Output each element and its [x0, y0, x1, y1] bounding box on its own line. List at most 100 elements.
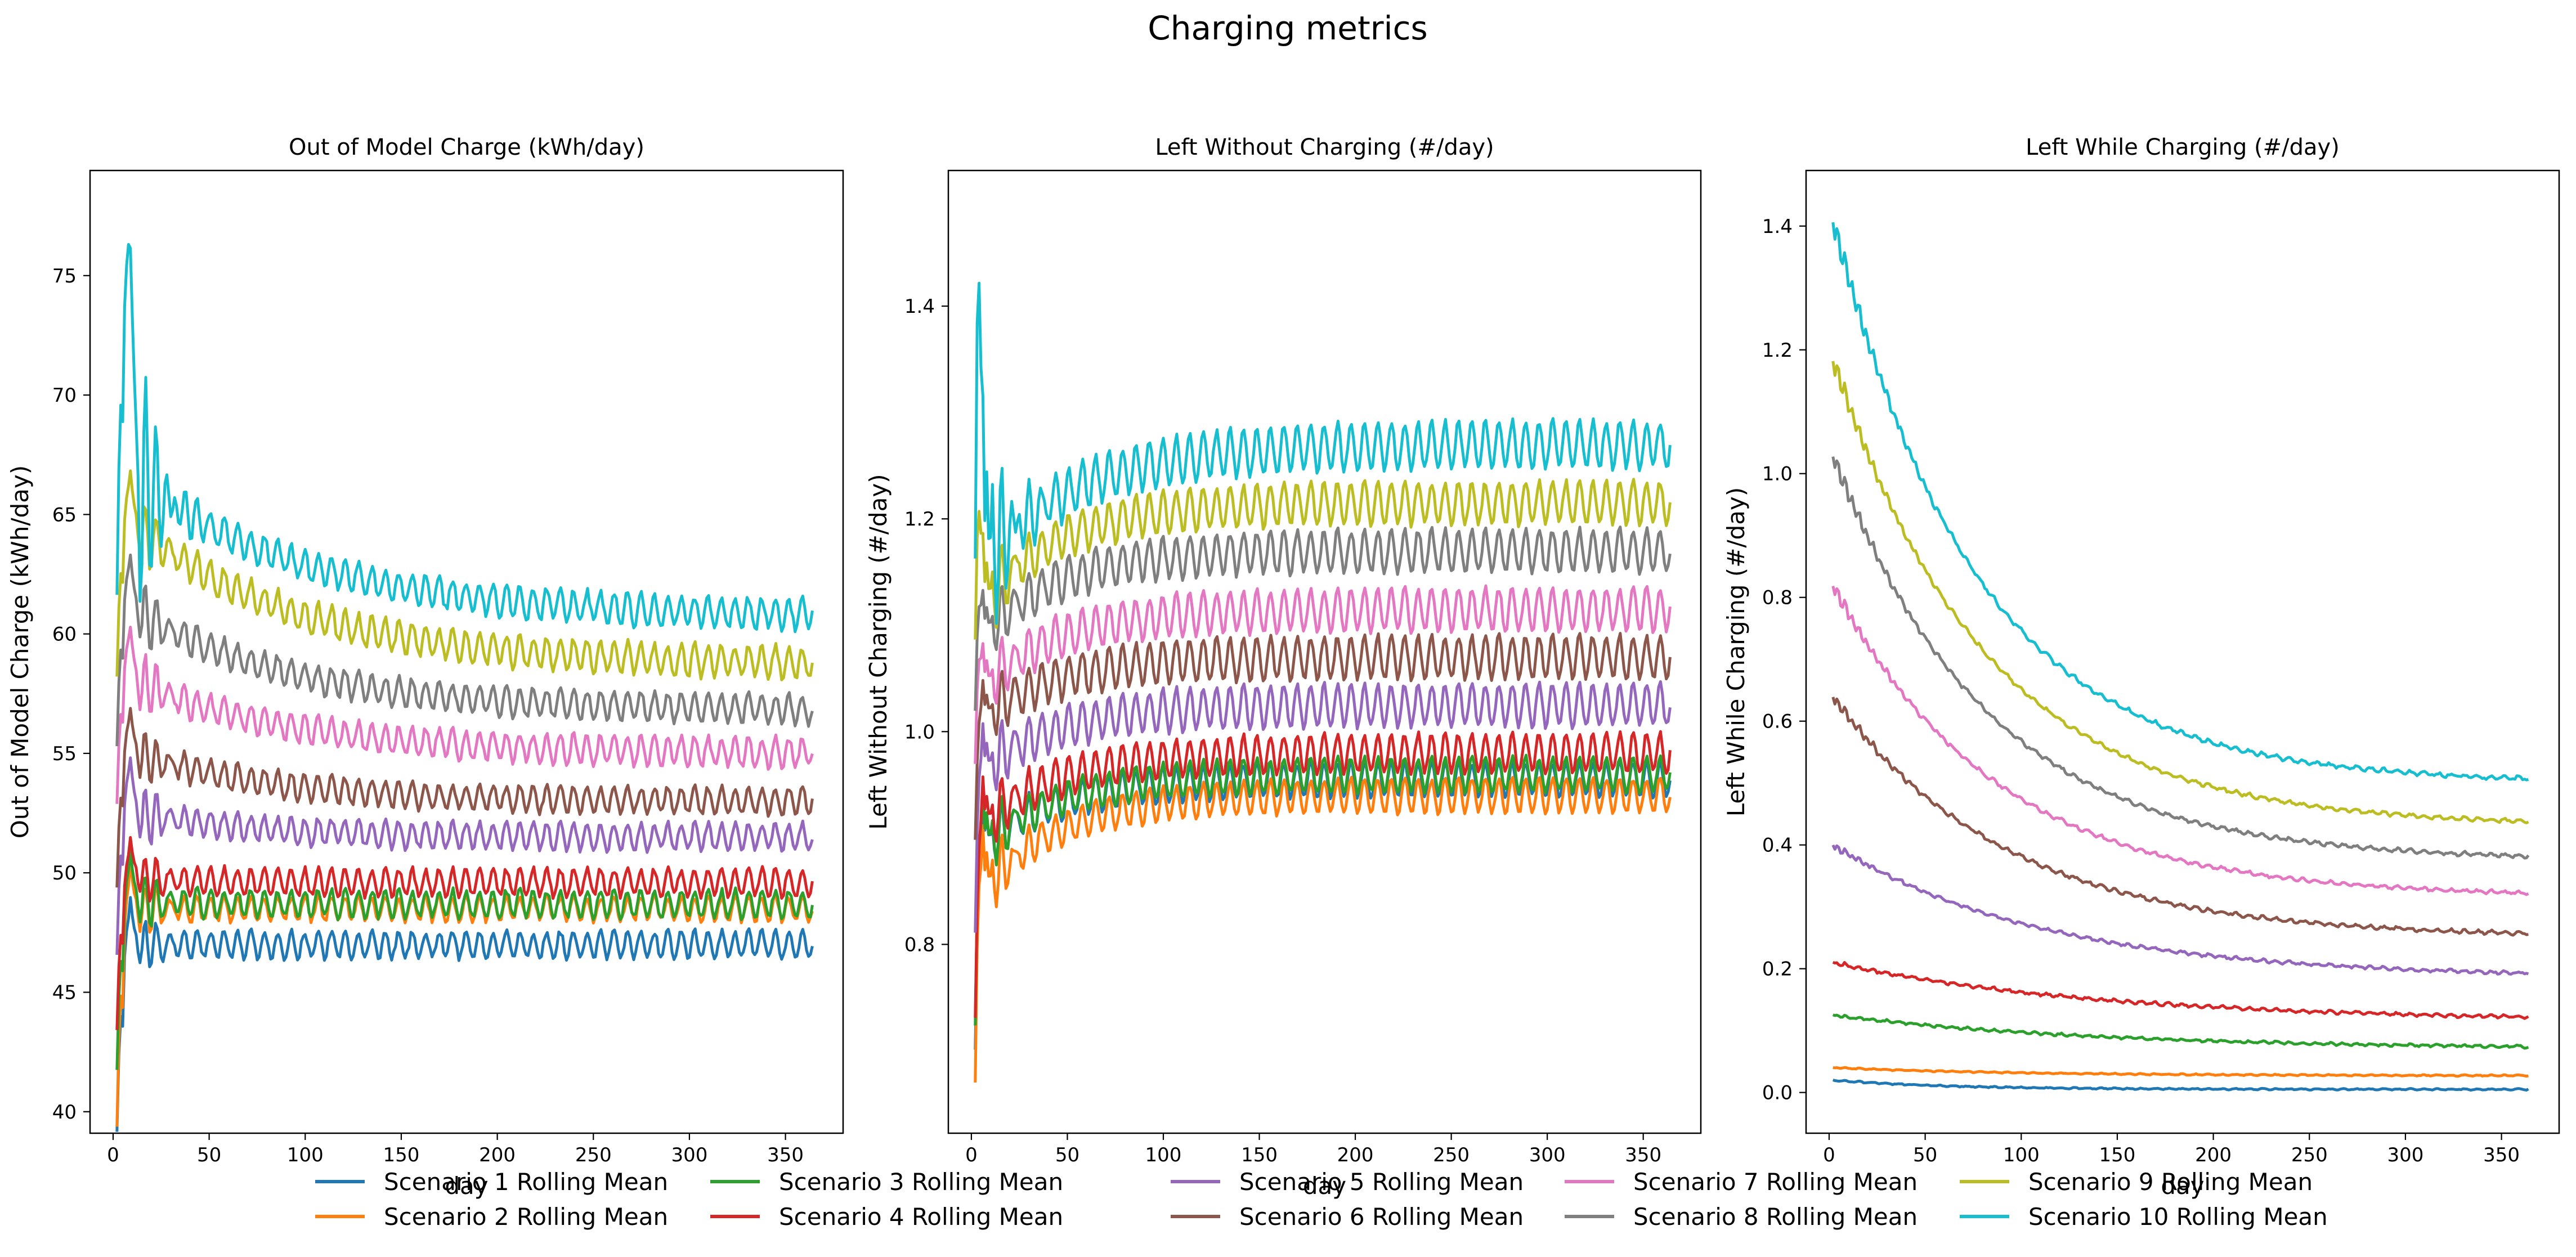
panel-title: Left While Charging (#/day) — [2026, 134, 2340, 160]
x-tick-label: 150 — [2099, 1144, 2135, 1166]
x-tick-label: 100 — [287, 1144, 324, 1166]
series-line-scenario-8 — [1831, 456, 2530, 860]
series-line-scenario-7 — [115, 626, 814, 804]
panel-2: 0 50 100 150 200 250 300 350 0.8 1.0 1.2 1.4 Left Wi… — [864, 134, 1702, 1200]
x-tick-label: 350 — [767, 1144, 804, 1166]
legend-item-scenario-4: Scenario 4 Rolling Mean — [710, 1203, 1063, 1231]
series-lines — [115, 243, 814, 1132]
x-tick-label: 350 — [2483, 1144, 2520, 1166]
y-tick-label: 1.2 — [1762, 339, 1793, 362]
x-tick-label: 300 — [1529, 1144, 1566, 1166]
series-line-scenario-4 — [974, 730, 1672, 1018]
series-line-scenario-1 — [115, 896, 814, 1132]
series-line-scenario-2 — [974, 775, 1672, 1083]
x-axis-label: day — [1303, 1172, 1346, 1200]
y-tick-label: 1.0 — [1762, 463, 1793, 486]
x-tick-label: 300 — [671, 1144, 707, 1166]
series-line-scenario-6 — [1831, 697, 2529, 937]
series-line-scenario-3 — [115, 849, 814, 1070]
legend-label: Scenario 1 Rolling Mean — [384, 1168, 668, 1196]
x-tick-label: 150 — [383, 1144, 419, 1166]
legend-item-scenario-5: Scenario 5 Rolling Mean — [1171, 1168, 1524, 1196]
y-tick-label: 0.6 — [1762, 711, 1793, 733]
y-tick-label: 40 — [52, 1101, 77, 1124]
y-tick-label: 65 — [52, 504, 77, 526]
legend-item-scenario-10: Scenario 10 Rolling Mean — [1960, 1203, 2328, 1231]
series-line-scenario-10 — [974, 281, 1672, 625]
series-line-scenario-10 — [115, 243, 814, 634]
series-line-scenario-6 — [115, 707, 814, 888]
y-tick-label: 1.2 — [904, 508, 935, 531]
y-tick-label: 1.4 — [1762, 216, 1793, 238]
series-line-scenario-9 — [115, 469, 814, 681]
x-tick-label: 100 — [1145, 1144, 1182, 1166]
y-tick-label: 55 — [52, 743, 77, 765]
legend-label: Scenario 7 Rolling Mean — [1633, 1168, 1918, 1196]
x-tick-label: 50 — [1055, 1144, 1079, 1166]
x-tick-label: 0 — [1823, 1144, 1835, 1166]
series-line-scenario-1 — [1832, 1078, 2529, 1092]
x-tick-label: 350 — [1625, 1144, 1661, 1166]
series-line-scenario-5 — [1831, 844, 2529, 976]
y-tick-label: 1.4 — [904, 295, 935, 318]
y-tick-label: 50 — [52, 862, 77, 885]
x-axis-label: day — [2161, 1172, 2204, 1200]
y-tick-label: 75 — [52, 265, 77, 288]
y-axis-label: Out of Model Charge (kWh/day) — [6, 465, 34, 839]
legend-label: Scenario 6 Rolling Mean — [1239, 1203, 1524, 1231]
x-tick-label: 0 — [107, 1144, 119, 1166]
series-line-scenario-10 — [1831, 222, 2529, 782]
y-axis-label: Left Without Charging (#/day) — [864, 474, 892, 829]
series-lines — [974, 281, 1672, 1083]
y-tick-label: 0.2 — [1762, 958, 1793, 981]
y-tick-label: 0.4 — [1762, 834, 1793, 857]
legend-label: Scenario 4 Rolling Mean — [779, 1203, 1063, 1231]
axes-frame — [89, 169, 844, 1134]
legend-item-scenario-7: Scenario 7 Rolling Mean — [1565, 1168, 1918, 1196]
series-lines — [1831, 222, 2530, 1092]
x-tick-label: 0 — [965, 1144, 978, 1166]
series-line-scenario-3 — [1832, 1013, 2529, 1050]
x-tick-label: 100 — [2003, 1144, 2040, 1166]
x-tick-label: 50 — [1913, 1144, 1937, 1166]
legend-item-scenario-6: Scenario 6 Rolling Mean — [1171, 1203, 1524, 1231]
axes-frame — [1805, 169, 2560, 1134]
legend-item-scenario-9: Scenario 9 Rolling Mean — [1960, 1168, 2313, 1196]
y-axis-label: Left While Charging (#/day) — [1722, 487, 1750, 817]
panel-title: Out of Model Charge (kWh/day) — [289, 134, 644, 160]
x-tick-label: 250 — [2291, 1144, 2328, 1166]
legend-item-scenario-3: Scenario 3 Rolling Mean — [710, 1168, 1063, 1196]
series-line-scenario-3 — [974, 753, 1672, 1026]
x-tick-label: 250 — [575, 1144, 612, 1166]
legend-label: Scenario 5 Rolling Mean — [1239, 1168, 1524, 1196]
x-tick-label: 200 — [2195, 1144, 2232, 1166]
legend-label: Scenario 10 Rolling Mean — [2028, 1203, 2328, 1231]
legend-label: Scenario 8 Rolling Mean — [1633, 1203, 1918, 1231]
series-line-scenario-1 — [974, 759, 1672, 1050]
x-tick-label: 200 — [479, 1144, 516, 1166]
legend-label: Scenario 2 Rolling Mean — [384, 1203, 668, 1231]
axes-frame — [947, 169, 1702, 1134]
legend-label: Scenario 9 Rolling Mean — [2028, 1168, 2313, 1196]
series-line-scenario-5 — [974, 680, 1672, 933]
series-line-scenario-4 — [1832, 960, 2529, 1020]
x-tick-label: 150 — [1241, 1144, 1278, 1166]
panel-title: Left Without Charging (#/day) — [1155, 134, 1494, 160]
panel-3: 0 50 100 150 200 250 300 350 0.0 0.2 0.4 0.6 0.8 1.0 1… — [1722, 134, 2560, 1200]
x-tick-label: 50 — [197, 1144, 221, 1166]
figure-title: Charging metrics — [1148, 9, 1428, 47]
y-tick-label: 0.8 — [1762, 587, 1793, 609]
series-line-scenario-7 — [1831, 586, 2529, 896]
series-line-scenario-4 — [115, 836, 814, 1030]
y-tick-label: 0.8 — [904, 933, 935, 956]
series-line-scenario-7 — [974, 584, 1672, 764]
y-tick-label: 0.0 — [1762, 1082, 1793, 1105]
legend-label: Scenario 3 Rolling Mean — [779, 1168, 1063, 1196]
series-line-scenario-9 — [1831, 361, 2529, 824]
series-line-scenario-2 — [1833, 1066, 2529, 1078]
x-tick-label: 300 — [2387, 1144, 2423, 1166]
series-line-scenario-8 — [115, 553, 814, 747]
y-tick-label: 45 — [52, 982, 77, 1004]
series-line-scenario-5 — [115, 756, 814, 955]
x-tick-label: 200 — [1337, 1144, 1374, 1166]
